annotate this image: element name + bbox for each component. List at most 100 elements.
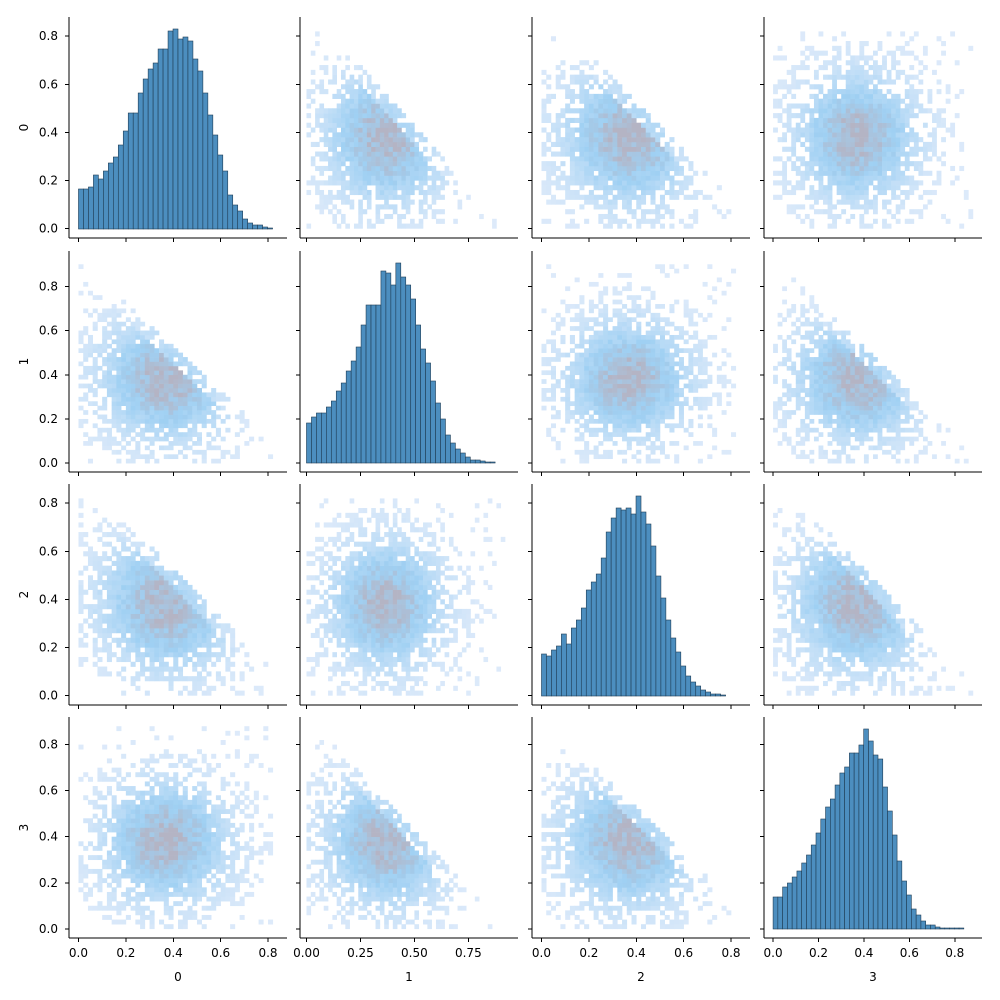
heat-cell bbox=[877, 65, 883, 71]
heat-cell bbox=[626, 361, 632, 367]
heat-cell bbox=[341, 189, 346, 196]
heat-cell bbox=[795, 441, 801, 446]
heat-cell bbox=[904, 151, 910, 157]
heat-cell bbox=[125, 527, 131, 533]
heat-cell bbox=[345, 122, 350, 128]
heat-cell bbox=[891, 151, 897, 157]
heat-cell bbox=[607, 388, 613, 393]
heat-cell bbox=[859, 374, 865, 380]
heat-cell bbox=[315, 108, 320, 114]
heat-cell bbox=[130, 379, 136, 384]
heat-cell bbox=[804, 132, 810, 138]
heat-cell bbox=[669, 365, 675, 371]
heat-cell bbox=[341, 151, 346, 157]
heat-cell bbox=[854, 137, 860, 143]
heat-cell bbox=[804, 308, 810, 314]
heat-cell bbox=[636, 339, 642, 345]
heat-cell bbox=[111, 339, 117, 345]
heat-cell bbox=[859, 108, 865, 114]
heat-cell bbox=[159, 599, 165, 605]
heat-cell bbox=[693, 170, 699, 176]
heat-cell bbox=[144, 632, 150, 639]
heat-cell bbox=[125, 410, 131, 415]
heat-cell bbox=[121, 321, 127, 327]
heat-cell bbox=[384, 93, 389, 99]
heat-cell bbox=[584, 423, 590, 429]
heat-cell bbox=[891, 445, 897, 451]
heat-cell bbox=[823, 122, 828, 128]
heat-cell bbox=[845, 194, 851, 200]
heat-cell bbox=[836, 361, 842, 367]
heat-cell bbox=[410, 180, 415, 186]
heat-cell bbox=[650, 432, 656, 437]
heat-cell bbox=[891, 165, 897, 172]
heat-cell bbox=[579, 108, 585, 114]
heat-cell bbox=[341, 218, 346, 224]
heat-cell bbox=[664, 370, 670, 376]
heat-cell bbox=[859, 432, 865, 437]
heat-cell bbox=[603, 304, 609, 309]
heat-cell bbox=[655, 317, 661, 323]
heat-cell bbox=[550, 348, 556, 353]
hist-bar bbox=[252, 224, 258, 230]
heat-cell bbox=[791, 361, 797, 367]
heat-cell bbox=[800, 141, 806, 148]
heat-cell bbox=[882, 156, 887, 162]
heat-cell bbox=[144, 427, 150, 433]
heat-cell bbox=[569, 74, 575, 80]
heat-cell bbox=[683, 374, 689, 380]
heat-cell bbox=[650, 137, 656, 143]
heat-cell bbox=[593, 334, 599, 340]
heat-cell bbox=[655, 410, 661, 415]
heat-cell bbox=[827, 122, 833, 128]
heat-cell bbox=[773, 414, 778, 420]
heat-cell bbox=[579, 60, 585, 66]
heat-cell bbox=[922, 189, 928, 196]
heat-cell bbox=[173, 454, 179, 460]
heat-cell bbox=[854, 74, 860, 80]
heat-cell bbox=[818, 65, 824, 71]
heat-cell bbox=[125, 441, 131, 446]
heat-cell bbox=[92, 436, 98, 442]
heat-cell bbox=[859, 427, 865, 433]
heat-cell bbox=[631, 414, 637, 420]
heat-cell bbox=[645, 218, 651, 224]
heat-cell bbox=[636, 436, 642, 442]
heat-cell bbox=[859, 213, 865, 220]
heat-cell bbox=[868, 392, 874, 398]
heat-cell bbox=[584, 103, 590, 109]
heat-cell bbox=[612, 330, 618, 336]
heat-cell bbox=[688, 334, 694, 340]
heat-cell bbox=[782, 436, 788, 442]
heat-cell bbox=[135, 604, 141, 610]
heat-cell bbox=[809, 170, 815, 176]
heat-cell bbox=[863, 156, 869, 162]
heat-cell bbox=[375, 137, 381, 143]
heat-cell bbox=[92, 343, 98, 349]
heat-cell bbox=[850, 392, 856, 398]
heat-cell bbox=[895, 388, 901, 393]
heat-cell bbox=[782, 392, 788, 398]
heat-cell bbox=[909, 189, 915, 196]
heat-cell bbox=[125, 599, 131, 605]
heat-cell bbox=[569, 383, 575, 389]
heat-cell bbox=[607, 370, 613, 376]
heat-cell bbox=[678, 180, 684, 186]
heat-cell bbox=[555, 199, 561, 205]
heat-cell bbox=[859, 137, 865, 143]
heat-cell bbox=[349, 122, 355, 128]
heat-cell bbox=[786, 357, 792, 362]
heat-cell bbox=[612, 290, 618, 296]
heat-cell bbox=[859, 194, 865, 200]
heat-cell bbox=[121, 432, 127, 437]
heat-cell bbox=[904, 132, 910, 138]
heat-cell bbox=[111, 348, 117, 353]
heat-cell bbox=[401, 113, 407, 119]
heat-cell bbox=[569, 65, 575, 71]
heat-cell bbox=[111, 618, 117, 624]
heat-cell bbox=[92, 628, 98, 634]
heat-cell bbox=[565, 223, 571, 229]
heat-cell bbox=[617, 170, 623, 176]
heat-cell bbox=[78, 374, 84, 380]
heat-cell bbox=[336, 132, 342, 138]
